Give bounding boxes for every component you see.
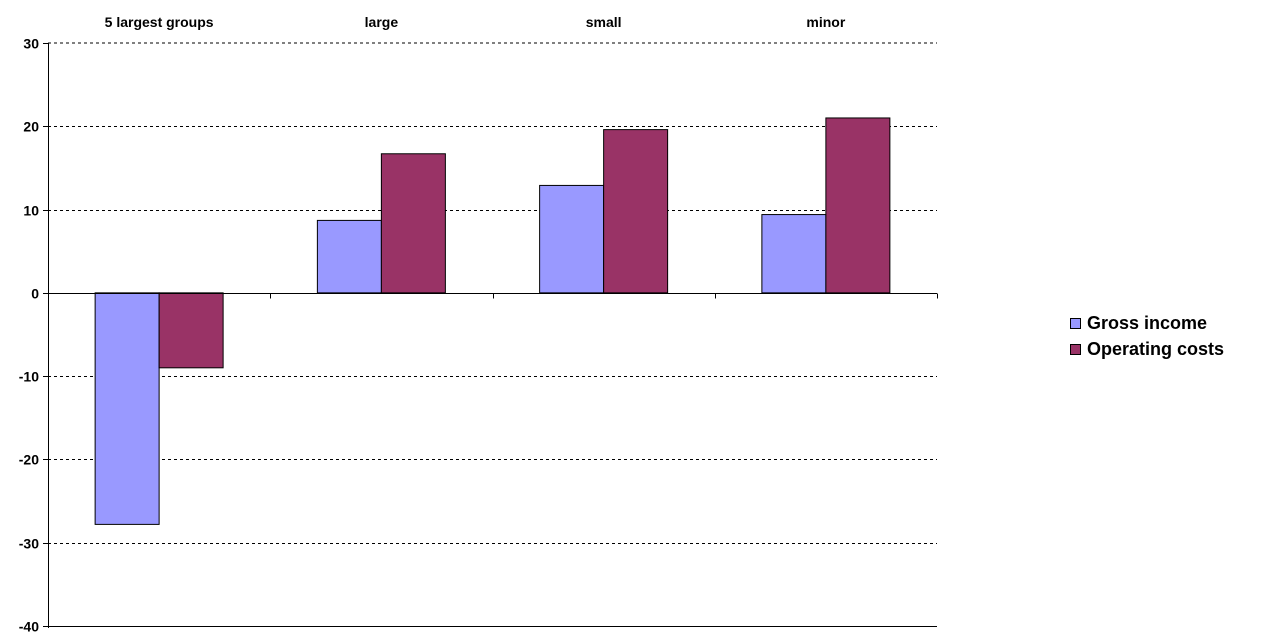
- axes: [43, 43, 938, 628]
- gridlines: [48, 42, 937, 544]
- legend-label-operating-costs: Operating costs: [1087, 338, 1225, 359]
- legend-swatch-operating-costs: [1070, 343, 1081, 355]
- y-tick-label: 10: [23, 203, 39, 219]
- bar-operating-costs-2: [603, 129, 669, 294]
- bar-operating-costs-1: [380, 153, 446, 294]
- category-label: minor: [806, 14, 845, 30]
- category-label: 5 largest groups: [105, 14, 214, 30]
- y-tick-label: 30: [23, 36, 39, 52]
- y-tick-label: -20: [19, 452, 39, 468]
- category-label: large: [365, 14, 399, 30]
- legend-label-gross-income: Gross income: [1087, 312, 1208, 333]
- bar-gross-income-3: [761, 214, 827, 294]
- legend-item-gross-income: Gross income: [1070, 310, 1224, 336]
- y-tick-label: 0: [31, 286, 39, 302]
- y-tick-label: -40: [19, 619, 39, 635]
- y-tick-label: -10: [19, 369, 39, 385]
- y-tick-label: -30: [19, 536, 39, 552]
- bar-gross-income-2: [539, 184, 605, 294]
- labels: 30 20 10 0 -10 -20 -30 -40 5 largest groups large…: [19, 14, 846, 635]
- legend: Gross income Operating costs: [1070, 310, 1224, 362]
- legend-item-operating-costs: Operating costs: [1070, 336, 1224, 362]
- bar-operating-costs-0: [158, 292, 224, 369]
- legend-swatch-gross-income: [1070, 317, 1081, 329]
- bar-operating-costs-3: [825, 117, 891, 294]
- y-tick-label: 20: [23, 119, 39, 135]
- bar-gross-income-0: [94, 292, 160, 525]
- bars: [94, 117, 891, 525]
- category-label: small: [586, 14, 622, 30]
- bar-gross-income-1: [316, 219, 382, 294]
